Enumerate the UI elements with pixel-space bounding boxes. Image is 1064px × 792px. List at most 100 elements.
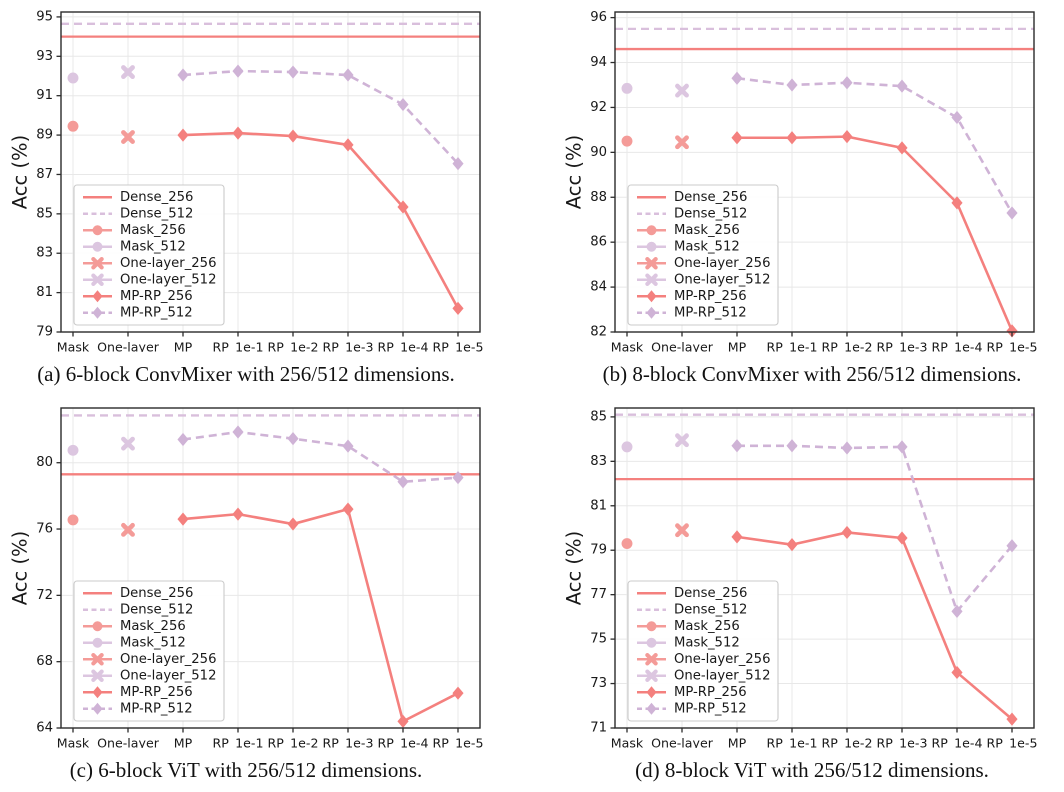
marker-circle <box>621 538 633 550</box>
legend-item-MP-RP_512: MP-RP_512 <box>83 305 193 320</box>
y-tick-label: 80 <box>36 455 53 470</box>
series-MP-RP_512 <box>177 64 464 171</box>
y-tick-label: 95 <box>36 9 53 24</box>
caption-c: (c) 6-block ViT with 256/512 dimensions. <box>69 757 423 782</box>
legend-item-MP-RP_256: MP-RP_256 <box>83 685 193 700</box>
y-tick-label: 90 <box>590 145 607 160</box>
marker-diamond <box>452 157 464 171</box>
marker-diamond <box>287 65 299 79</box>
legend-label: Dense_256 <box>674 190 747 205</box>
chart-b-plot: 82 84 86 88 90 92 94 96 Mask One-layer MP RP_1e-1 RP… <box>563 10 1038 353</box>
series-One-layer_512 <box>675 433 689 448</box>
axes-spines <box>60 407 481 729</box>
legend-label: MP-RP_256 <box>674 685 747 700</box>
legend-label: Mask_256 <box>674 223 740 238</box>
marker-diamond <box>1006 539 1018 553</box>
y-tick-label: 93 <box>36 49 53 64</box>
marker-diamond <box>232 507 244 521</box>
legend-label: Mask_256 <box>674 619 740 634</box>
series-Mask_512 <box>621 82 633 94</box>
series-One-layer_256 <box>121 522 135 537</box>
x-tick-label: MP <box>174 340 193 353</box>
series-One-layer_512 <box>121 436 135 451</box>
marker-circle <box>646 621 657 632</box>
marker-x <box>121 522 135 537</box>
x-tick-label: One-layer <box>97 736 160 749</box>
y-axis: 82 84 86 88 90 92 94 96 <box>590 10 615 340</box>
legend-label: Dense_512 <box>674 602 747 617</box>
marker-x <box>675 83 689 98</box>
y-tick-label: 91 <box>36 88 53 103</box>
marker-x <box>121 65 135 79</box>
marker-diamond <box>342 138 354 152</box>
marker-diamond <box>452 471 464 485</box>
y-tick-label: 94 <box>590 55 607 70</box>
series-MP-RP_256 <box>731 525 1018 726</box>
legend-label: One-layer_256 <box>120 256 216 271</box>
y-tick-label: 83 <box>36 246 53 261</box>
x-tick-label: RP_1e-2 <box>822 736 873 749</box>
marker-diamond <box>731 71 743 85</box>
marker-diamond <box>841 76 853 90</box>
marker-diamond <box>397 97 409 112</box>
caption-d: (d) 8-block ViT with 256/512 dimensions. <box>635 757 989 782</box>
axes-spines <box>614 11 1035 333</box>
series-One-layer_512 <box>675 83 689 98</box>
x-tick-label: RP_1e-4 <box>932 736 983 749</box>
x-tick-label: Mask <box>57 736 90 749</box>
marker-diamond <box>786 439 798 453</box>
legend-label: MP-RP_512 <box>120 701 193 716</box>
marker-diamond <box>841 441 853 455</box>
y-axis-title: Acc (%) <box>9 531 32 605</box>
y-tick-label: 86 <box>590 235 607 250</box>
marker-diamond <box>397 475 409 489</box>
marker-circle <box>67 72 79 84</box>
marker-x <box>675 523 689 538</box>
legend-item-One-layer_512: One-layer_512 <box>637 272 770 287</box>
legend-item-MP-RP_256: MP-RP_256 <box>637 685 747 700</box>
marker-diamond <box>177 68 189 82</box>
series-One-layer_256 <box>121 130 135 144</box>
marker-diamond <box>841 130 853 144</box>
subfigure-d: 71 73 75 77 79 81 83 85 Mask One-layer MP RP_1e-1 RP… <box>532 396 1064 792</box>
subfigure-c: 64 68 72 76 80 Mask One-layer MP RP_1e-1 RP_1e-2 R… <box>0 396 532 792</box>
x-axis: Mask One-layer MP RP_1e-1 RP_1e-2 RP_1e-3 RP_1… <box>611 728 1037 749</box>
marker-diamond <box>397 200 409 214</box>
axes-spines <box>60 11 481 333</box>
y-tick-label: 79 <box>590 543 607 558</box>
y-tick-label: 96 <box>590 10 607 25</box>
marker-diamond <box>896 440 908 454</box>
x-tick-label: RP_1e-5 <box>433 736 484 749</box>
marker-diamond <box>896 531 908 545</box>
legend-label: Dense_512 <box>120 206 193 221</box>
x-tick-label: RP_1e-1 <box>767 340 818 353</box>
legend-label: Mask_512 <box>120 239 186 254</box>
legend-item-Dense_512: Dense_512 <box>83 602 193 617</box>
chart-c-plot: 64 68 72 76 80 Mask One-layer MP RP_1e-1 RP_1e-2 R… <box>9 407 484 749</box>
marker-diamond <box>232 126 244 140</box>
x-tick-label: RP_1e-4 <box>378 340 429 353</box>
y-tick-label: 84 <box>590 280 607 295</box>
y-tick-label: 79 <box>36 325 53 340</box>
marker-diamond <box>177 432 189 447</box>
x-tick-label: RP_1e-2 <box>268 736 319 749</box>
marker-diamond <box>1006 206 1018 220</box>
legend-label: MP-RP_512 <box>674 701 747 716</box>
marker-diamond <box>287 129 299 143</box>
marker-x <box>645 273 658 287</box>
y-tick-label: 71 <box>590 721 607 736</box>
marker-x <box>121 130 135 144</box>
x-tick-label: RP_1e-3 <box>877 736 928 749</box>
legend-label: One-layer_512 <box>674 272 770 287</box>
marker-circle <box>67 444 79 456</box>
legend-item-Mask_512: Mask_512 <box>83 635 186 650</box>
legend-item-Mask_256: Mask_256 <box>637 619 740 634</box>
legend-label: MP-RP_512 <box>120 305 193 320</box>
marker-diamond <box>841 525 853 540</box>
x-tick-label: Mask <box>57 340 90 353</box>
marker-diamond <box>342 502 354 516</box>
legend-label: One-layer_512 <box>674 668 770 683</box>
x-tick-label: RP_1e-1 <box>213 340 264 353</box>
